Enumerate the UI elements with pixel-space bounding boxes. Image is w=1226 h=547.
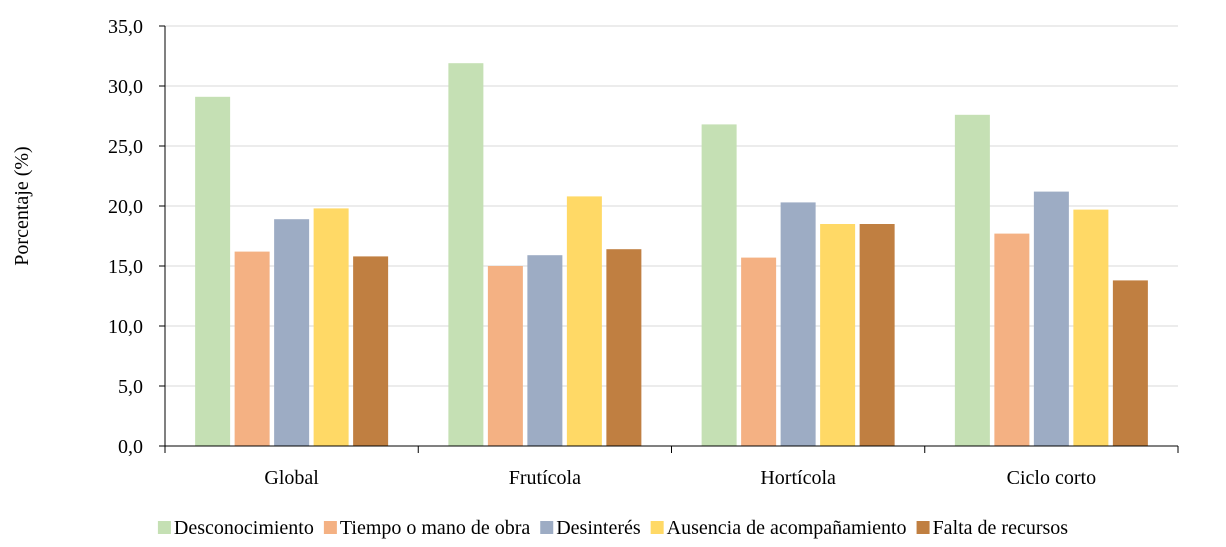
bar: [448, 63, 484, 446]
y-tick-label: 20,0: [108, 196, 143, 218]
legend-swatch: [916, 521, 930, 534]
legend-swatch: [323, 521, 337, 534]
x-category-label: Hortícola: [760, 467, 836, 489]
legend-label: Desinterés: [556, 517, 641, 539]
legend-item: Ausencia de acompañamiento: [650, 517, 907, 539]
bar: [1112, 280, 1148, 446]
legend-item: Desconocimiento: [157, 517, 314, 539]
y-tick-labels: 0,0 5,0 10,0 15,0 20,0 25,0 30,0 35,0: [108, 16, 143, 458]
y-tick-label: 10,0: [108, 316, 143, 338]
legend-label: Falta de recursos: [933, 517, 1069, 539]
legend: Desconocimiento Tiempo o mano de obra Desi…: [157, 517, 1069, 539]
bar: [606, 249, 642, 446]
legend-label: Tiempo o mano de obra: [340, 517, 530, 539]
y-tick-label: 35,0: [108, 16, 143, 38]
bar: [195, 96, 231, 447]
legend-label: Desconocimiento: [174, 517, 314, 539]
bar: [487, 266, 523, 446]
bar: [1033, 191, 1069, 446]
x-category-label: Frutícola: [509, 467, 581, 489]
bar: [313, 208, 349, 446]
bar: [274, 219, 310, 446]
x-category-label: Global: [264, 467, 319, 489]
y-tick-label: 0,0: [118, 436, 143, 458]
legend-label: Ausencia de acompañamiento: [667, 517, 907, 539]
legend-swatch: [540, 521, 554, 534]
bar: [353, 256, 389, 446]
legend-item: Falta de recursos: [916, 517, 1069, 539]
x-category-label: Ciclo corto: [1007, 467, 1096, 489]
y-tick-label: 30,0: [108, 76, 143, 98]
bar: [780, 202, 816, 446]
bar: [741, 257, 777, 446]
bar: [859, 224, 895, 446]
bar: [1073, 209, 1109, 446]
legend-item: Desinterés: [540, 517, 641, 539]
legend-swatch: [650, 521, 664, 534]
bar: [994, 233, 1030, 446]
bar: [701, 124, 737, 447]
bar: [954, 114, 990, 447]
bar: [820, 224, 856, 446]
bar: [234, 251, 270, 446]
bars: [195, 63, 1148, 447]
x-category-labels: Global Frutícola Hortícola Ciclo corto: [264, 467, 1096, 489]
legend-item: Tiempo o mano de obra: [323, 517, 530, 539]
bar: [566, 196, 602, 446]
legend-swatch: [157, 521, 171, 534]
y-axis-title: Porcentaje (%): [11, 146, 33, 265]
bar: [527, 255, 563, 446]
y-tick-label: 25,0: [108, 136, 143, 158]
y-tick-label: 5,0: [118, 376, 143, 398]
axes: [159, 25, 1179, 453]
y-tick-label: 15,0: [108, 256, 143, 278]
